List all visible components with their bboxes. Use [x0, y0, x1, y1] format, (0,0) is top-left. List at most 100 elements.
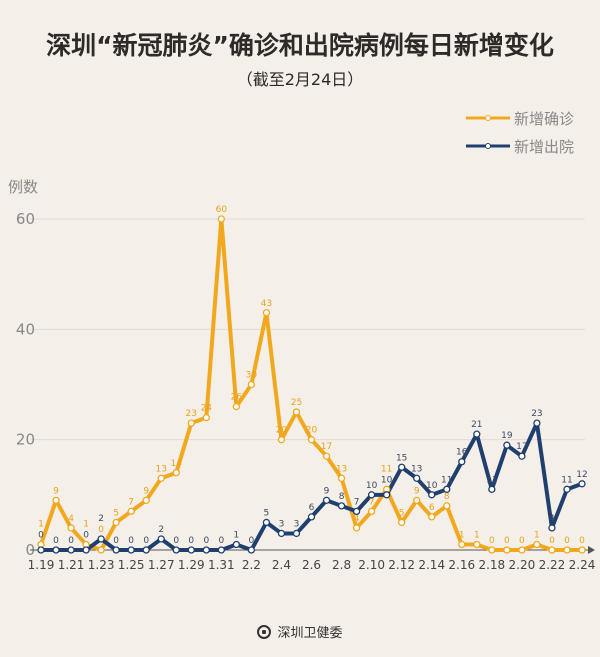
data-label: 15	[396, 453, 407, 463]
data-point	[367, 507, 376, 516]
x-tick-label: 1.29	[178, 558, 205, 572]
data-label: 0	[53, 536, 59, 546]
data-point	[292, 529, 301, 538]
chart-subtitle: （截至2月24日）	[236, 70, 364, 89]
data-label: 0	[519, 536, 525, 546]
x-tick-label: 2.6	[302, 558, 321, 572]
data-label: 0	[188, 536, 194, 546]
data-label: 17	[516, 442, 527, 452]
data-point	[322, 496, 331, 505]
x-tick-label: 1.23	[88, 558, 115, 572]
data-label: 0	[549, 536, 555, 546]
data-label: 0	[203, 536, 209, 546]
data-point	[172, 469, 180, 477]
data-point	[277, 529, 286, 538]
data-label: 4	[354, 514, 360, 524]
data-label: 1	[534, 530, 540, 540]
data-label: 10	[426, 481, 438, 491]
data-label: 4	[549, 514, 555, 524]
y-tick-label: 20	[16, 431, 35, 449]
data-point	[503, 441, 511, 449]
data-label: 21	[471, 420, 482, 430]
data-point	[533, 419, 541, 427]
data-point	[337, 474, 346, 482]
data-label: 13	[155, 464, 166, 474]
source-label: 深圳卫健委	[277, 626, 343, 641]
data-label: 9	[324, 486, 330, 496]
data-point	[352, 524, 361, 532]
data-label: 0	[128, 536, 134, 546]
data-point	[548, 546, 556, 554]
data-point	[82, 546, 90, 554]
data-label: 8	[444, 492, 450, 502]
data-point	[52, 496, 60, 505]
data-point	[67, 546, 75, 554]
data-label: 1	[233, 530, 239, 540]
data-point	[413, 496, 421, 505]
data-point	[172, 546, 180, 554]
data-label: 19	[501, 431, 513, 441]
data-label: 0	[83, 530, 89, 540]
data-point	[563, 485, 571, 493]
data-label: 5	[399, 508, 405, 518]
data-point	[217, 215, 225, 223]
data-label: 1	[459, 530, 465, 540]
data-point	[52, 546, 60, 554]
data-point	[578, 480, 586, 488]
data-label: 1	[474, 530, 480, 540]
data-label: 6	[429, 503, 435, 513]
x-tick-label: 1.27	[148, 558, 175, 572]
data-point	[127, 546, 135, 554]
data-point	[322, 452, 331, 460]
data-point	[247, 380, 256, 389]
data-point	[473, 540, 481, 549]
x-tick-label: 2.4	[272, 558, 291, 572]
data-point	[157, 474, 165, 482]
data-point	[262, 518, 271, 527]
data-point	[202, 413, 210, 422]
data-label: 6	[309, 503, 315, 513]
data-label: 4	[68, 514, 74, 524]
x-tick-label: 2.22	[539, 558, 566, 572]
data-point	[533, 540, 541, 549]
data-label: 26	[231, 393, 243, 403]
data-point	[518, 452, 526, 460]
legend-marker	[485, 143, 491, 149]
data-point	[112, 546, 120, 554]
data-label: 0	[579, 536, 585, 546]
x-tick-label: 2.8	[332, 558, 351, 572]
data-label: 60	[216, 205, 228, 215]
x-tick-label: 1.21	[58, 558, 85, 572]
data-label: 0	[564, 536, 570, 546]
x-tick-label: 1.25	[118, 558, 145, 572]
x-tick-label: 2.24	[569, 558, 596, 572]
data-label: 14	[171, 459, 183, 469]
legend-marker	[485, 115, 491, 121]
data-label: 13	[411, 464, 422, 474]
data-label: 11	[561, 475, 572, 485]
data-label: 0	[489, 536, 495, 546]
x-axis-arrow-icon	[588, 546, 595, 554]
data-point	[367, 491, 376, 499]
data-point	[97, 535, 105, 543]
data-label: 8	[339, 492, 345, 502]
data-point	[473, 430, 481, 438]
x-tick-label: 2.12	[388, 558, 415, 572]
data-point	[413, 474, 421, 482]
data-point	[382, 491, 391, 499]
series-line-confirmed	[39, 217, 582, 552]
data-point	[112, 518, 120, 527]
data-label: 24	[201, 404, 213, 414]
data-point	[97, 546, 105, 554]
data-label: 20	[306, 426, 318, 436]
data-point	[563, 546, 571, 554]
data-label: 13	[336, 464, 347, 474]
data-point	[67, 524, 75, 532]
data-point	[443, 502, 451, 510]
data-point	[458, 540, 466, 549]
source-footer: 深圳卫健委	[0, 622, 600, 641]
data-label: 1	[38, 519, 44, 529]
data-point	[37, 546, 45, 554]
data-point	[307, 513, 316, 521]
data-point	[428, 491, 436, 499]
